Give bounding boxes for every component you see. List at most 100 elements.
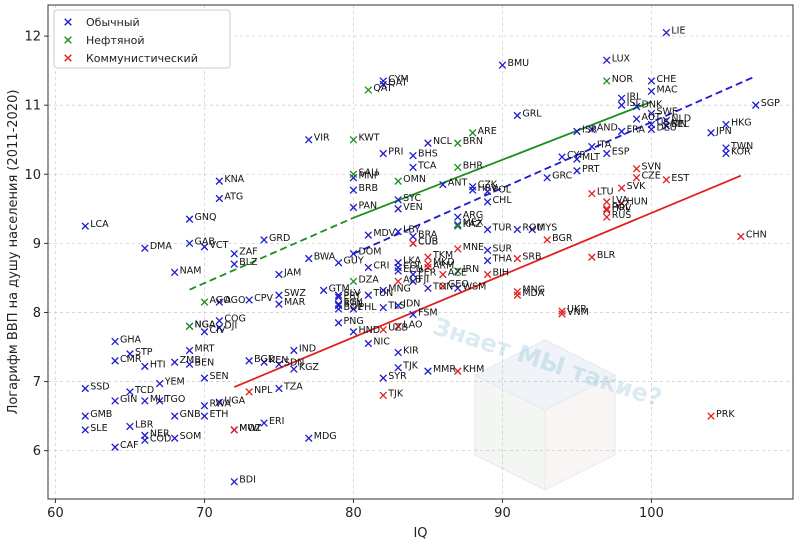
point-label: POL — [612, 202, 631, 213]
point-label: GTM — [329, 283, 350, 294]
point-label: DNK — [642, 100, 663, 111]
point-label: BEL — [671, 119, 690, 130]
point-label: PRT — [582, 164, 600, 175]
point-label: HKG — [731, 118, 752, 129]
point-oil — [349, 170, 358, 179]
point-label: MMR — [433, 364, 456, 375]
watermark-cube-icon — [473, 339, 617, 491]
point-label: ISR — [582, 124, 598, 135]
x-ticks: 60 70 80 90 100 — [47, 499, 664, 521]
point-label: NPL — [254, 385, 273, 396]
grid — [48, 5, 793, 499]
x-axis-label: IQ — [413, 526, 427, 541]
point-normal — [290, 365, 298, 373]
legend-marker-oil — [64, 36, 72, 44]
point-normal — [662, 116, 671, 125]
point-label: PAN — [358, 200, 377, 211]
point-communist — [379, 325, 388, 334]
point-label: VEN — [403, 202, 423, 213]
x-tick-label: 90 — [494, 506, 511, 521]
point-label: BIH — [493, 267, 509, 278]
point-label: LVA — [612, 195, 629, 206]
point-label: EST — [671, 173, 689, 184]
x-tick-label: 70 — [196, 506, 213, 521]
point-label: KWT — [358, 133, 379, 144]
point-label: VIR — [314, 133, 330, 144]
point-communist — [483, 270, 492, 279]
point-normal — [230, 477, 239, 486]
point-communist — [409, 239, 417, 248]
point-label: JPN — [715, 126, 732, 137]
point-label: KEN — [269, 355, 288, 366]
point-normal — [409, 277, 417, 286]
point-communist — [424, 263, 432, 272]
point-normal — [364, 291, 373, 299]
point-oil — [468, 129, 477, 137]
legend-marker-normal — [64, 18, 72, 26]
trendline-communist — [233, 174, 742, 388]
point-normal — [424, 367, 432, 375]
point-oil — [185, 322, 194, 331]
y-tick-label: 10 — [24, 168, 41, 183]
point-label: MNG — [388, 283, 411, 294]
point-normal — [260, 358, 268, 366]
point-label: THA — [492, 254, 513, 265]
trendline-oil — [353, 100, 652, 219]
point-label: HUN — [627, 196, 648, 207]
point-label: GUY — [344, 256, 364, 267]
point-label: MNE — [463, 242, 484, 253]
point-label: BDI — [239, 475, 256, 486]
point-label: SWZ — [284, 288, 306, 299]
point-label: BGD — [254, 354, 275, 365]
point-label: KAZ — [463, 219, 483, 230]
point-label: ARM — [433, 261, 454, 272]
point-communist — [394, 277, 402, 286]
point-label: TUN — [372, 288, 393, 299]
point-label: UZB — [388, 323, 408, 334]
y-tick-label: 9 — [33, 237, 41, 252]
point-normal — [245, 296, 253, 304]
point-label: PHL — [358, 302, 377, 313]
point-normal — [334, 319, 343, 327]
point-label: AND — [597, 122, 618, 133]
point-normal — [81, 222, 90, 230]
point-label: RUS — [612, 210, 632, 221]
point-normal — [200, 412, 209, 420]
point-label: COG — [224, 314, 245, 325]
point-normal — [275, 384, 283, 393]
point-communist — [230, 426, 239, 434]
point-normal — [111, 357, 119, 365]
point-normal — [334, 305, 343, 313]
point-label: MNP — [358, 171, 379, 182]
point-label: FSM — [418, 308, 438, 319]
point-label: CHE — [656, 74, 676, 85]
point-label: SVK — [627, 181, 647, 192]
point-normal — [379, 303, 388, 312]
point-normal — [215, 194, 224, 203]
point-label: DMA — [150, 241, 173, 252]
point-normal — [647, 109, 656, 118]
point-communist — [245, 388, 253, 396]
legend-box — [53, 9, 231, 69]
point-normal — [632, 102, 641, 111]
point-label: SAU — [358, 167, 378, 178]
point-normal — [230, 260, 239, 268]
point-label: JAM — [283, 267, 301, 278]
point-label: ARE — [478, 126, 497, 137]
point-label: LTU — [597, 187, 614, 198]
point-label: SYR — [388, 371, 407, 382]
point-normal — [394, 196, 402, 204]
legend-entry: Нефтяной — [86, 34, 145, 47]
point-label: CYM — [388, 74, 408, 85]
point-label: CPV — [254, 293, 273, 304]
y-tick-label: 6 — [33, 444, 41, 459]
point-label: TJK — [387, 388, 404, 399]
point-oil — [349, 135, 358, 144]
point-label: TLS — [387, 301, 405, 312]
point-normal — [170, 358, 179, 366]
point-normal — [185, 360, 194, 369]
point-normal — [498, 61, 507, 69]
point-label: ZMB — [180, 355, 201, 366]
point-normal — [126, 350, 134, 358]
point-label: CHN — [746, 229, 767, 240]
